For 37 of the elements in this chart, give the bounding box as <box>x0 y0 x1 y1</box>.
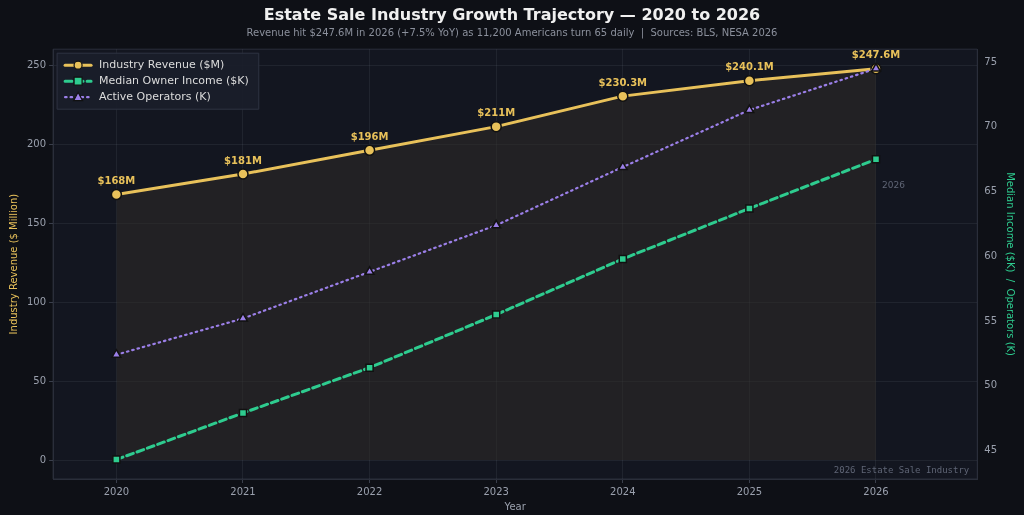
data-label: $240.1M <box>725 61 774 73</box>
data-label: $247.6M <box>851 49 901 61</box>
y2-tick-label: 50 <box>984 379 998 391</box>
y2-tick-label: 65 <box>984 185 998 197</box>
x-tick-label: 2026 <box>863 485 889 497</box>
x-tick-label: 2025 <box>736 485 763 497</box>
data-label: $211M <box>477 107 516 119</box>
y-tick-label: 250 <box>26 58 47 70</box>
y-tick-label: 100 <box>26 295 47 307</box>
chart-title: Estate Sale Industry Growth Trajectory — 2020 to 2026 <box>263 4 761 24</box>
data-label: $181M <box>224 154 262 166</box>
chart-subtitle: Revenue hit $247.6M in 2026 (+7.5% YoY) as 11,200 Americans turn 65 daily | Sources: BLS, NESA 2026 <box>246 26 778 39</box>
legend-label: Active Operators (K) <box>99 90 211 104</box>
y2-tick-label: 45 <box>984 444 998 456</box>
x-tick-label: 2023 <box>483 485 509 497</box>
y-tick-label: 0 <box>39 453 47 465</box>
data-label: $230.3M <box>598 76 648 88</box>
data-label: $168M <box>97 175 136 187</box>
x-tick-label: 2022 <box>356 485 383 497</box>
y2-axis-title: Median Income ($K) / Operators (K) <box>1005 172 1017 357</box>
data-label: $196M <box>350 130 389 142</box>
x-axis-title: Year <box>503 500 527 512</box>
x-tick-label: 2021 <box>230 485 256 497</box>
annotation: 2026 <box>881 179 906 190</box>
y2-tick-label: 60 <box>984 249 998 261</box>
annotation: 2026 Estate Sale Industry <box>833 464 970 475</box>
y-axis-title: Industry Revenue ($ Million) <box>7 193 19 335</box>
legend-label: Median Owner Income ($K) <box>99 74 249 88</box>
y2-tick-label: 55 <box>984 314 998 326</box>
y-tick-label: 150 <box>26 216 47 228</box>
legend-label: Industry Revenue ($M) <box>99 58 225 72</box>
y2-tick-label: 70 <box>984 120 998 132</box>
y-tick-label: 50 <box>33 374 47 386</box>
y-tick-label: 200 <box>26 137 47 149</box>
x-tick-label: 2024 <box>610 485 636 497</box>
x-tick-label: 2020 <box>103 485 130 497</box>
y2-tick-label: 75 <box>984 55 998 67</box>
